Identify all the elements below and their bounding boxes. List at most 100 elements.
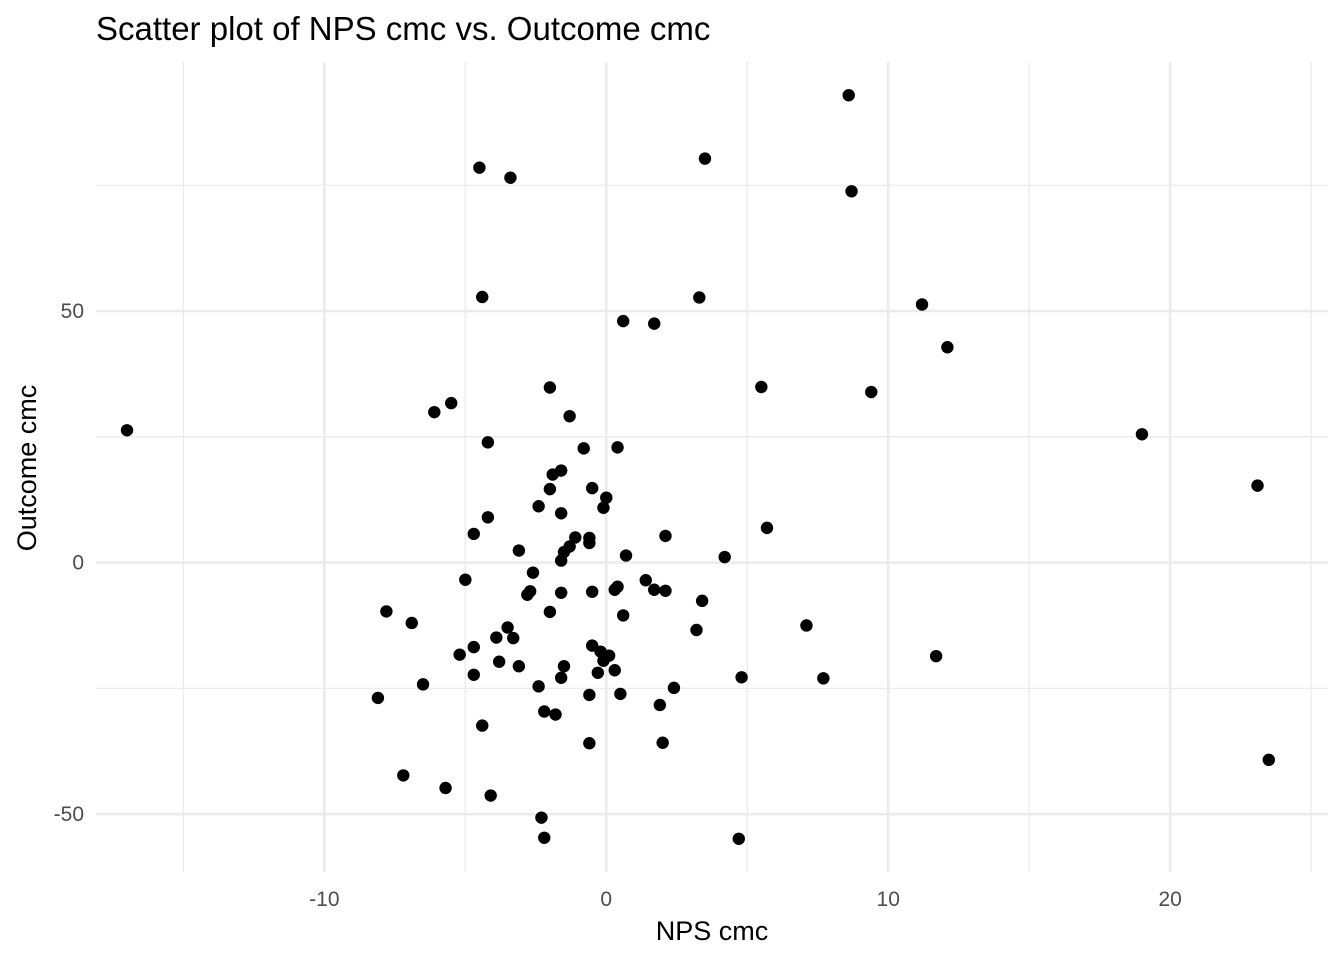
data-point — [760, 521, 774, 535]
data-point — [1135, 428, 1149, 441]
data-point — [481, 511, 495, 524]
data-point — [695, 594, 709, 608]
data-point — [416, 678, 430, 691]
data-point — [845, 185, 858, 198]
x-tick-label: 0 — [600, 888, 612, 911]
data-point — [667, 681, 681, 695]
data-point — [648, 583, 661, 596]
data-point — [659, 529, 672, 543]
minor-gridlines — [96, 62, 1328, 872]
data-point — [659, 584, 672, 597]
data-point — [597, 654, 610, 667]
data-point — [532, 500, 545, 513]
data-point — [405, 616, 418, 630]
data-point — [755, 380, 768, 394]
data-point — [585, 481, 599, 495]
data-point — [583, 536, 596, 550]
data-point — [512, 660, 526, 673]
x-tick-label: -10 — [309, 888, 339, 911]
data-point — [1251, 479, 1264, 492]
data-point — [732, 832, 745, 845]
data-point — [538, 831, 551, 844]
data-point — [504, 171, 517, 184]
data-point — [554, 554, 568, 567]
data-point — [597, 501, 610, 514]
data-point — [120, 424, 134, 437]
data-point — [929, 649, 943, 663]
y-tick-label: 50 — [61, 300, 84, 323]
data-point — [656, 736, 669, 749]
data-point — [512, 544, 526, 557]
data-point — [842, 89, 855, 102]
data-point — [490, 631, 503, 644]
x-tick-label: 20 — [1158, 888, 1181, 911]
data-point — [616, 314, 630, 328]
data-point — [693, 291, 706, 304]
data-point — [698, 152, 712, 165]
data-points — [120, 89, 1275, 845]
data-point — [1262, 753, 1275, 767]
data-point — [583, 737, 596, 750]
data-point — [397, 769, 410, 782]
y-tick-label: -50 — [54, 803, 84, 826]
y-axis-tick-labels: -50 0 50 — [54, 300, 84, 826]
data-point — [481, 436, 495, 449]
data-point — [585, 585, 599, 598]
data-point — [690, 623, 703, 637]
data-point — [608, 583, 621, 596]
data-point — [865, 385, 878, 399]
x-axis-tick-labels: -10 0 10 20 — [309, 888, 1182, 911]
data-point — [543, 605, 557, 619]
data-point — [473, 161, 486, 174]
data-point — [453, 648, 466, 661]
data-point — [577, 442, 590, 455]
data-point — [546, 468, 559, 481]
data-point — [554, 586, 568, 599]
data-point — [484, 789, 497, 802]
data-point — [467, 640, 480, 654]
data-point — [554, 507, 568, 520]
data-point — [619, 549, 633, 562]
data-point — [569, 531, 582, 544]
data-point — [543, 381, 557, 394]
y-axis-title: Outcome cmc — [12, 385, 42, 552]
data-point — [941, 341, 954, 354]
data-point — [817, 672, 830, 685]
x-axis-title: NPS cmc — [656, 916, 769, 946]
data-point — [915, 298, 929, 311]
data-point — [639, 573, 652, 587]
data-point — [538, 705, 551, 718]
x-tick-label: 10 — [877, 888, 900, 911]
data-point — [614, 687, 627, 701]
data-point — [648, 317, 661, 330]
data-point — [439, 781, 452, 795]
data-point — [532, 680, 545, 693]
data-point — [492, 655, 506, 668]
data-point — [476, 290, 489, 304]
data-point — [600, 491, 613, 504]
data-point — [653, 698, 667, 712]
data-point — [535, 811, 548, 824]
data-point — [563, 409, 576, 423]
data-point — [608, 664, 621, 677]
data-point — [467, 668, 480, 681]
major-gridlines — [96, 62, 1328, 872]
data-point — [611, 441, 624, 454]
data-point — [501, 621, 514, 634]
data-point — [507, 631, 520, 645]
data-point — [549, 708, 562, 721]
data-point — [718, 550, 731, 564]
data-point — [735, 671, 748, 684]
data-point — [428, 405, 441, 419]
data-point — [445, 396, 458, 410]
data-point — [591, 666, 605, 679]
data-point — [380, 605, 393, 618]
chart-title: Scatter plot of NPS cmc vs. Outcome cmc — [96, 10, 710, 47]
data-point — [800, 619, 813, 632]
data-point — [521, 588, 534, 601]
data-point — [616, 609, 630, 622]
data-point — [526, 566, 540, 579]
data-point — [543, 482, 557, 496]
data-point — [459, 573, 472, 586]
